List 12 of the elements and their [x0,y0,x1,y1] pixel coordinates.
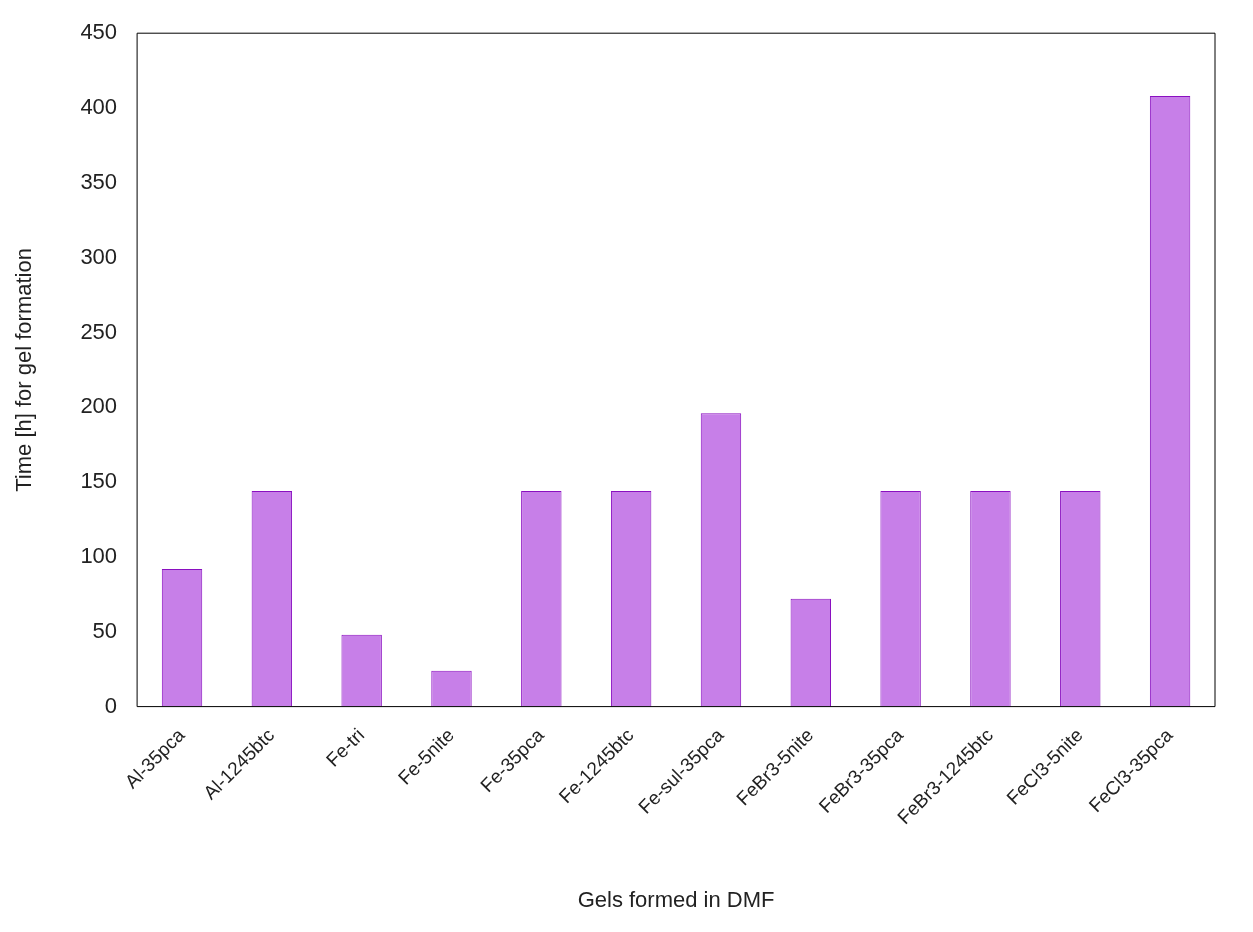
y-tick-label: 150 [80,468,118,494]
y-tick-label: 350 [80,168,118,194]
y-tick-label: 0 [104,692,118,718]
y-tick-label: 50 [92,617,118,643]
y-tick-label: 450 [80,19,118,45]
y-tick-label: 100 [80,543,118,569]
y-axis-title: Time [h] for gel formation [11,248,37,492]
y-tick-label: 400 [80,94,118,120]
y-tick-label: 200 [80,393,118,419]
x-axis-title: Gels formed in DMF [577,886,775,912]
y-tick-label: 250 [80,318,118,344]
y-tick-label: 300 [80,243,118,269]
